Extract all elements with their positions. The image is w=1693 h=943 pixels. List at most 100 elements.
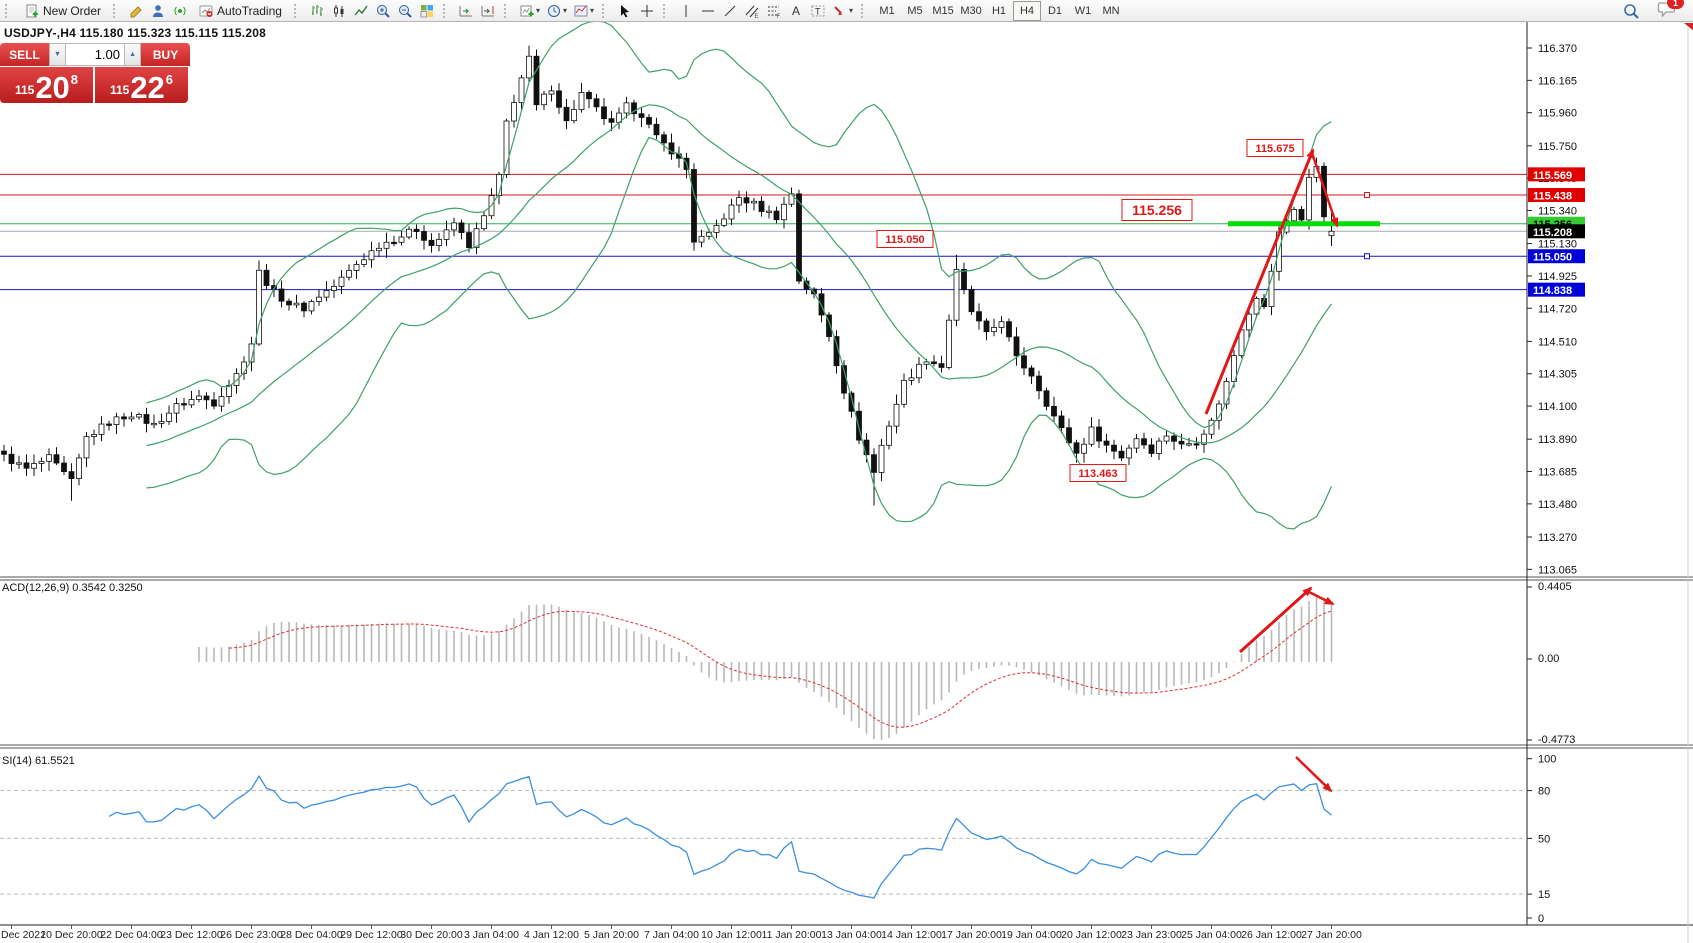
trend-arrow[interactable] bbox=[1310, 152, 1339, 228]
candle-body bbox=[1021, 355, 1027, 369]
tab-timeframe-h1[interactable]: H1 bbox=[991, 4, 1007, 17]
price-tick-label: 115.340 bbox=[1538, 205, 1577, 217]
tile-windows-button[interactable] bbox=[416, 1, 438, 20]
trend-arrow[interactable] bbox=[1238, 586, 1313, 654]
candle-body bbox=[646, 117, 652, 125]
tile-windows-icon bbox=[419, 3, 435, 19]
cursor-button[interactable] bbox=[614, 1, 636, 20]
bollinger-lower-line bbox=[146, 136, 1333, 530]
fibonacci-button[interactable]: F bbox=[763, 1, 785, 20]
zoom-in-icon bbox=[375, 3, 391, 19]
vertical-line-button[interactable] bbox=[675, 1, 697, 20]
volume-input[interactable] bbox=[66, 43, 124, 66]
candle-body bbox=[1141, 438, 1147, 446]
price-tick-label: 116.370 bbox=[1538, 43, 1577, 55]
charts-profile-button[interactable] bbox=[125, 1, 147, 20]
candle-body bbox=[1066, 427, 1072, 444]
volume-decrease-button[interactable]: ▼ bbox=[48, 43, 66, 66]
annotation-box-115.050[interactable] bbox=[876, 230, 934, 248]
svg-text:F: F bbox=[777, 14, 781, 19]
buy-button[interactable]: BUY bbox=[141, 43, 190, 66]
trendline-button[interactable] bbox=[719, 1, 741, 20]
svg-text:T: T bbox=[815, 6, 821, 16]
candle-body bbox=[113, 416, 120, 425]
periods-dropdown-button[interactable]: ▾ bbox=[543, 1, 570, 20]
volume-increase-button[interactable]: ▲ bbox=[124, 43, 142, 66]
tab-timeframe-m5[interactable]: M5 bbox=[907, 4, 923, 17]
scroll-marker bbox=[1684, 23, 1693, 31]
annotation-box-115.675[interactable] bbox=[1246, 139, 1304, 157]
expert-advisor-button[interactable] bbox=[147, 1, 169, 20]
annotation-text-115.050: 115.050 bbox=[885, 234, 924, 246]
candle-body bbox=[931, 361, 937, 364]
time-tick-label: 30 Dec 20:00 bbox=[400, 929, 463, 941]
line-chart-button[interactable] bbox=[350, 1, 372, 20]
zoom-in-button[interactable] bbox=[372, 1, 394, 20]
candle-body bbox=[1193, 443, 1200, 446]
signals-button[interactable] bbox=[169, 1, 191, 20]
sell-price-box[interactable]: 115 20 8 bbox=[0, 67, 93, 103]
candle-body bbox=[293, 302, 300, 306]
candlestick-chart-button[interactable] bbox=[328, 1, 350, 20]
new-chart-button[interactable]: ▾ bbox=[516, 1, 543, 20]
annotation-box-113.463[interactable] bbox=[1069, 464, 1127, 482]
rsi-label: SI(14) 61.5521 bbox=[2, 755, 75, 767]
tab-timeframe-mn[interactable]: MN bbox=[1102, 4, 1120, 17]
candle-body bbox=[601, 106, 607, 120]
candle-body bbox=[211, 399, 217, 407]
candle-body bbox=[53, 454, 60, 464]
time-tick-label: 7 Jan 04:00 bbox=[644, 929, 699, 941]
candle-body bbox=[436, 238, 442, 246]
auto-scroll-button[interactable] bbox=[455, 1, 477, 20]
candle-body bbox=[406, 228, 412, 238]
tab-timeframe-h4[interactable]: H4 bbox=[1013, 0, 1042, 21]
horizontal-line-button[interactable] bbox=[697, 1, 719, 20]
arrows-dropdown-button[interactable]: ▾ bbox=[829, 1, 856, 20]
candle-body bbox=[961, 269, 967, 290]
text-label-button[interactable]: T bbox=[807, 1, 829, 20]
candle-body bbox=[1028, 367, 1035, 377]
candle-body bbox=[713, 224, 720, 233]
chart-shift-button[interactable] bbox=[477, 1, 499, 20]
candle-body bbox=[38, 460, 45, 464]
trend-arrow[interactable] bbox=[1204, 148, 1315, 415]
crosshair-button[interactable] bbox=[636, 1, 658, 20]
candle-body bbox=[946, 319, 952, 368]
buy-price-big: 22 bbox=[130, 70, 165, 105]
candle-body bbox=[98, 423, 105, 435]
equidistant-channel-button[interactable]: E bbox=[741, 1, 763, 20]
candle-body bbox=[668, 142, 675, 155]
candle-body bbox=[158, 421, 165, 424]
time-tick-label: 20 Dec 20:00 bbox=[40, 929, 103, 941]
tab-timeframe-m15[interactable]: M15 bbox=[932, 4, 954, 17]
tab-timeframe-w1[interactable]: W1 bbox=[1074, 4, 1092, 17]
candle-body bbox=[878, 444, 885, 473]
bar-chart-button[interactable] bbox=[306, 1, 328, 20]
candle-body bbox=[121, 416, 127, 420]
search-button[interactable] bbox=[1619, 1, 1643, 20]
line-handle[interactable] bbox=[1364, 253, 1370, 260]
tab-timeframe-d1[interactable]: D1 bbox=[1047, 4, 1063, 17]
autotrading-button[interactable]: AutoTrading bbox=[191, 1, 289, 20]
bollinger-upper-line bbox=[146, 20, 1332, 429]
candle-body bbox=[871, 454, 877, 473]
tab-timeframe-m30[interactable]: M30 bbox=[960, 4, 982, 17]
candle-body bbox=[541, 93, 547, 106]
annotation-box-115.256[interactable] bbox=[1121, 199, 1193, 221]
zoom-out-button[interactable] bbox=[394, 1, 416, 20]
buy-price-box[interactable]: 115 22 6 bbox=[95, 67, 188, 103]
templates-button[interactable]: ▾ bbox=[570, 1, 597, 20]
line-handle[interactable] bbox=[1364, 192, 1370, 199]
new-order-button[interactable]: New Order bbox=[17, 1, 108, 20]
trend-arrow[interactable] bbox=[1304, 588, 1335, 606]
chat-button[interactable]: 1 bbox=[1657, 0, 1684, 21]
candle-body bbox=[503, 120, 510, 175]
trend-arrow[interactable] bbox=[1295, 756, 1333, 793]
level-115.438-badge bbox=[1528, 188, 1585, 203]
tab-timeframe-m1[interactable]: M1 bbox=[879, 4, 895, 17]
sell-button[interactable]: SELL bbox=[0, 43, 49, 66]
candle-body bbox=[256, 269, 262, 345]
text-button[interactable]: A bbox=[785, 1, 807, 20]
candle-body bbox=[998, 321, 1005, 328]
